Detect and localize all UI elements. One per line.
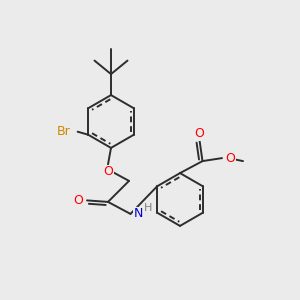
Text: Br: Br [56,125,70,138]
Text: O: O [103,165,113,178]
Text: O: O [74,194,83,207]
Text: O: O [226,152,236,165]
Text: N: N [134,207,143,220]
Text: H: H [144,203,152,213]
Text: O: O [195,127,204,140]
